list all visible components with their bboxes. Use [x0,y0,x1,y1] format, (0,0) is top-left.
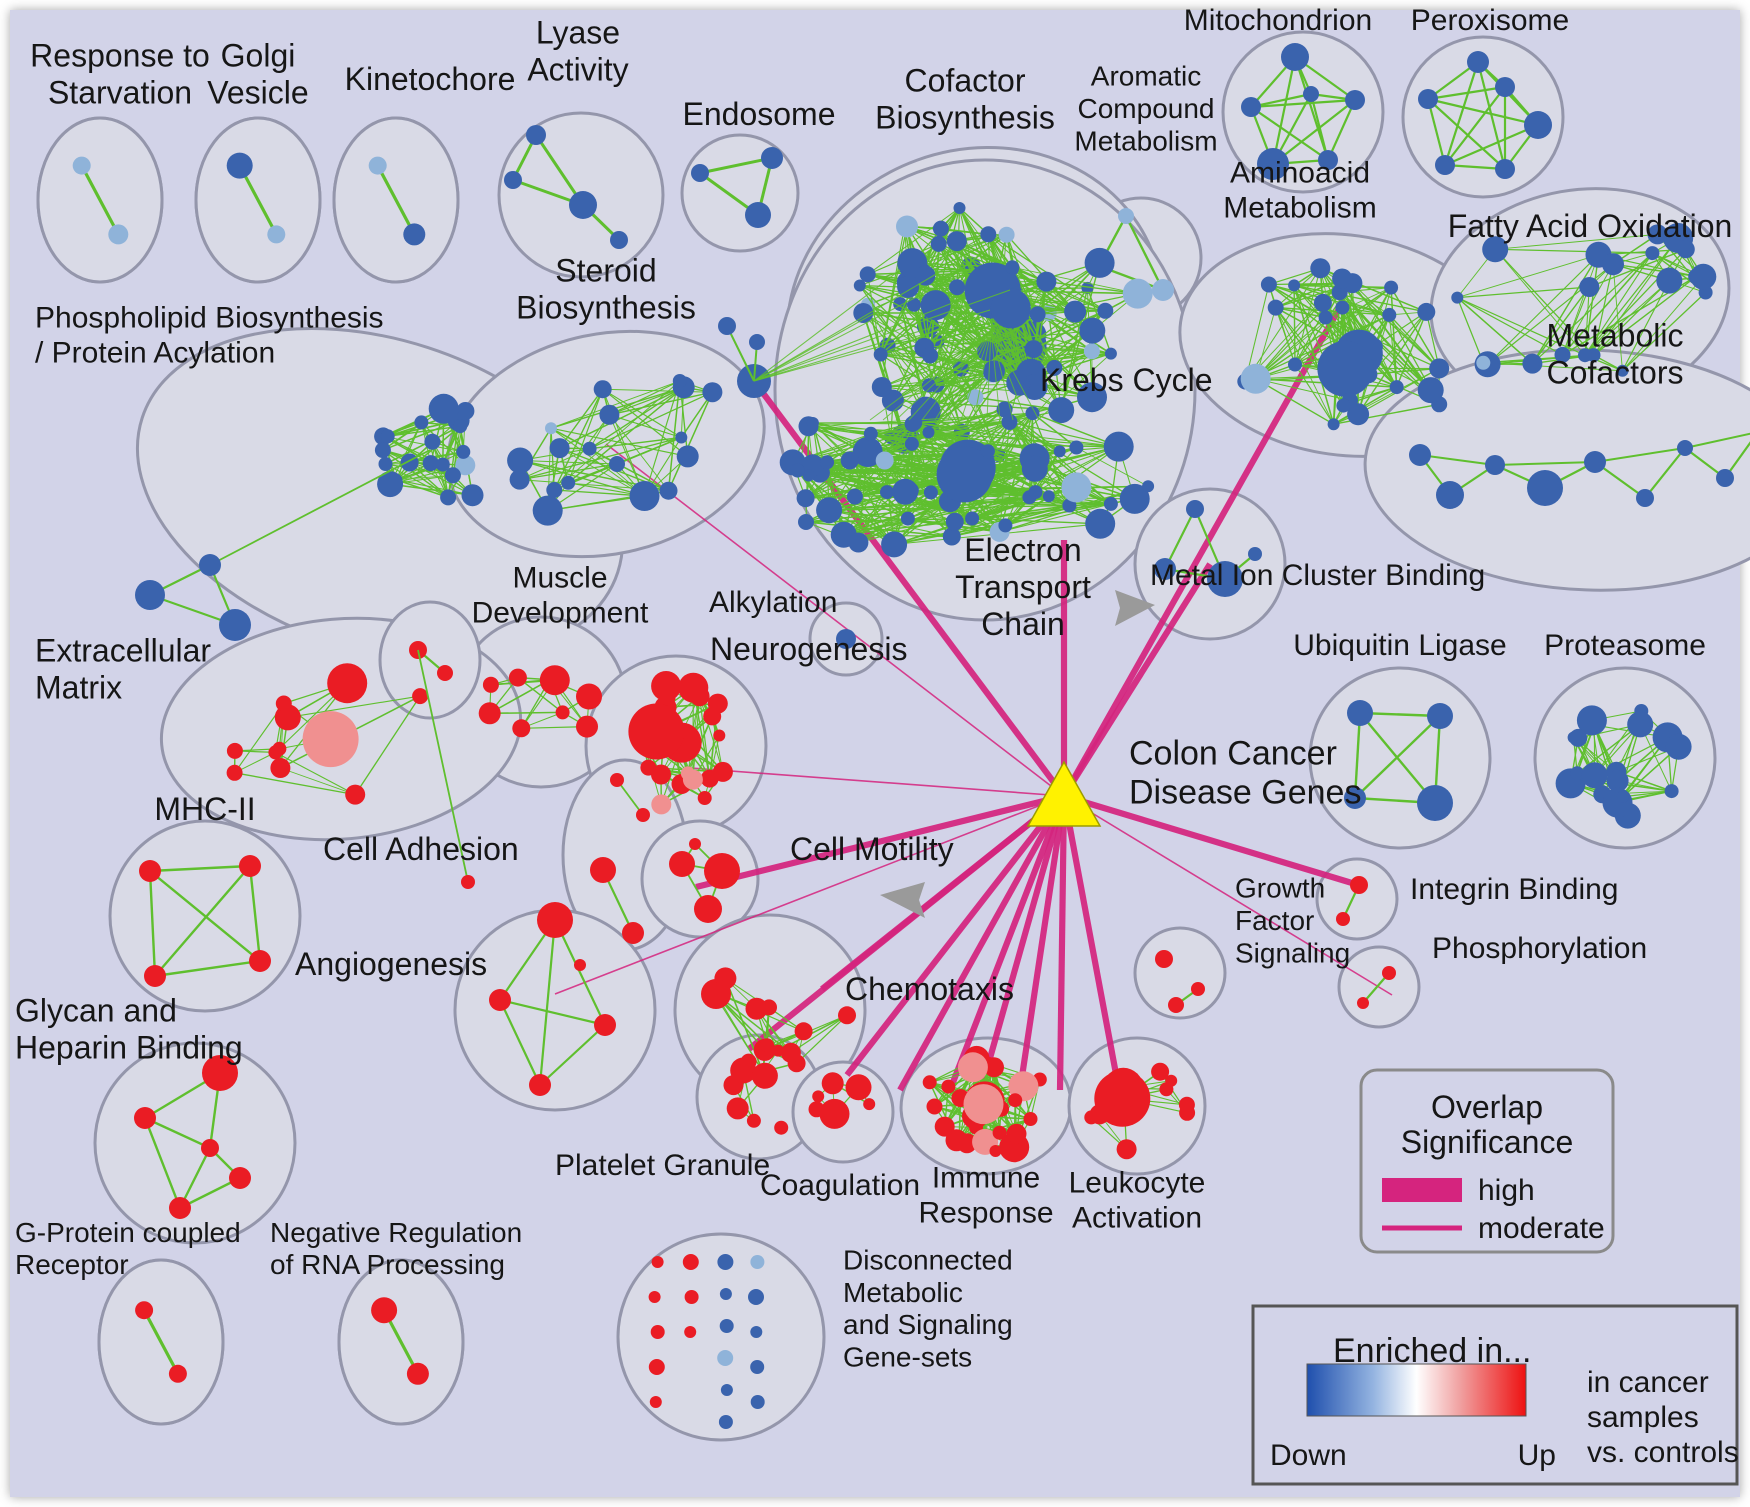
svg-text:Ubiquitin Ligase: Ubiquitin Ligase [1293,629,1506,662]
svg-text:Metabolic: Metabolic [843,1277,963,1308]
svg-text:Kinetochore: Kinetochore [345,61,516,97]
svg-text:Lyase: Lyase [536,14,620,50]
svg-text:moderate: moderate [1478,1212,1605,1245]
svg-text:Immune: Immune [932,1162,1040,1195]
svg-text:Gene-sets: Gene-sets [843,1342,972,1373]
svg-text:Compound: Compound [1078,93,1215,124]
svg-text:Platelet Granule: Platelet Granule [555,1149,770,1182]
svg-text:Disconnected: Disconnected [843,1244,1013,1275]
svg-text:of RNA Processing: of RNA Processing [270,1249,505,1280]
svg-text:Endosome: Endosome [683,96,836,132]
svg-text:Development: Development [472,596,649,629]
svg-text:MHC-II: MHC-II [154,791,255,827]
svg-text:Biosynthesis: Biosynthesis [516,290,696,326]
svg-text:Proteasome: Proteasome [1544,629,1706,662]
svg-text:Disease Genes: Disease Genes [1129,774,1361,812]
svg-text:Matrix: Matrix [35,670,122,706]
svg-text:Overlap: Overlap [1431,1089,1543,1125]
svg-text:Vesicle: Vesicle [207,75,308,111]
svg-text:Biosynthesis: Biosynthesis [875,100,1055,136]
svg-text:Golgi: Golgi [221,37,296,73]
svg-text:Starvation: Starvation [48,75,192,111]
svg-text:in cancer: in cancer [1587,1366,1709,1399]
svg-text:Heparin Binding: Heparin Binding [15,1030,243,1066]
svg-text:Neurogenesis: Neurogenesis [710,631,907,667]
svg-text:Angiogenesis: Angiogenesis [295,946,487,982]
svg-text:vs. controls: vs. controls [1587,1436,1739,1469]
svg-text:Muscle: Muscle [512,562,607,595]
svg-text:high: high [1478,1174,1535,1207]
svg-text:Alkylation: Alkylation [709,586,837,619]
svg-text:Chemotaxis: Chemotaxis [845,971,1014,1007]
svg-text:Cofactor: Cofactor [905,62,1026,98]
svg-text:Up: Up [1518,1439,1556,1472]
svg-text:Response to: Response to [30,37,210,73]
svg-text:Response: Response [918,1196,1053,1229]
svg-text:Cell Adhesion: Cell Adhesion [323,831,519,867]
svg-text:Metabolic: Metabolic [1547,317,1684,353]
svg-text:G-Protein coupled: G-Protein coupled [15,1217,241,1248]
svg-text:Signaling: Signaling [1235,938,1350,969]
svg-text:Electron: Electron [964,532,1081,568]
svg-text:samples: samples [1587,1401,1699,1434]
svg-text:Chain: Chain [981,606,1065,642]
svg-text:Factor: Factor [1235,905,1314,936]
svg-text:Activity: Activity [527,52,628,88]
svg-text:Phospholipid Biosynthesis: Phospholipid Biosynthesis [35,302,384,335]
svg-text:Transport: Transport [955,569,1091,605]
svg-text:Negative Regulation: Negative Regulation [270,1217,522,1248]
svg-text:Activation: Activation [1072,1201,1202,1234]
svg-text:Down: Down [1270,1439,1347,1472]
svg-text:and Signaling: and Signaling [843,1309,1013,1340]
svg-text:Significance: Significance [1401,1124,1574,1160]
svg-text:Coagulation: Coagulation [760,1169,920,1202]
svg-text:Peroxisome: Peroxisome [1411,4,1569,37]
svg-text:Integrin Binding: Integrin Binding [1410,873,1618,906]
svg-text:Aromatic: Aromatic [1091,61,1201,92]
svg-text:Leukocyte: Leukocyte [1069,1167,1206,1200]
svg-text:Metabolism: Metabolism [1223,191,1376,224]
svg-text:Metabolism: Metabolism [1074,126,1217,157]
svg-text:Steroid: Steroid [555,252,656,288]
svg-text:Krebs Cycle: Krebs Cycle [1040,362,1213,398]
svg-text:Extracellular: Extracellular [35,632,211,668]
svg-text:Phosphorylation: Phosphorylation [1432,932,1647,965]
svg-text:/ Protein Acylation: / Protein Acylation [35,336,275,369]
svg-text:Metal Ion Cluster Binding: Metal Ion Cluster Binding [1150,559,1485,592]
svg-text:Mitochondrion: Mitochondrion [1184,4,1372,37]
svg-text:Glycan and: Glycan and [15,992,177,1028]
svg-text:Cell Motility: Cell Motility [790,831,954,867]
svg-text:Cofactors: Cofactors [1547,355,1684,391]
svg-text:Receptor: Receptor [15,1249,129,1280]
svg-text:Aminoacid: Aminoacid [1230,157,1370,190]
svg-text:Fatty Acid Oxidation: Fatty Acid Oxidation [1448,208,1733,244]
svg-text:Colon Cancer: Colon Cancer [1129,734,1337,772]
svg-text:Growth: Growth [1235,873,1325,904]
